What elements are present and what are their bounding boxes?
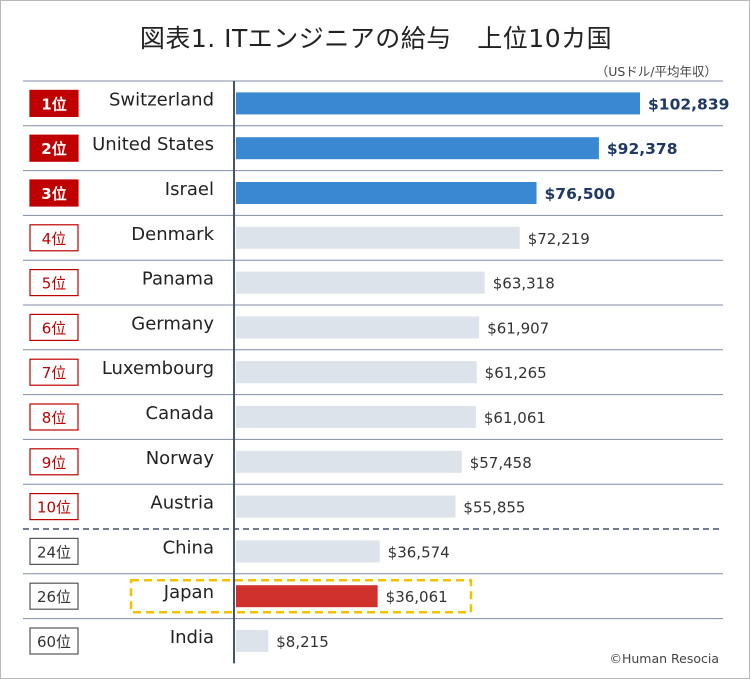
rank-badge — [29, 448, 79, 476]
bar — [236, 450, 462, 473]
rank-badge — [29, 269, 79, 297]
rank-label: 9位 — [42, 454, 67, 472]
rank-badge — [29, 313, 79, 341]
rank-badge — [29, 493, 79, 521]
highlight-box — [129, 578, 473, 614]
rank-label: 4位 — [42, 230, 67, 248]
rank-label: 1位 — [41, 95, 66, 113]
country-label: Canada — [146, 403, 215, 424]
country-label: Israel — [165, 179, 214, 200]
bar — [236, 137, 599, 160]
value-label: $102,839 — [648, 95, 729, 113]
rank-badge — [29, 89, 79, 118]
bar — [236, 585, 378, 608]
rank-label: 2位 — [41, 140, 66, 158]
rank-label: 60位 — [37, 633, 71, 651]
value-label: $57,458 — [470, 454, 532, 472]
rank-badge — [29, 179, 79, 207]
value-label: $55,855 — [463, 499, 525, 517]
rank-badge — [29, 403, 79, 431]
rank-label: 24位 — [37, 543, 71, 561]
value-label: $63,318 — [493, 275, 555, 293]
country-label: Panama — [142, 269, 214, 290]
bar — [236, 406, 476, 428]
rank-label: 7位 — [42, 364, 67, 382]
value-label: $76,500 — [545, 185, 616, 203]
country-label: Germany — [131, 313, 214, 334]
bar — [236, 361, 477, 384]
rank-badge — [29, 358, 79, 386]
country-label: Switzerland — [109, 89, 214, 110]
bar — [236, 630, 269, 652]
copyright-note: ©Human Resocia — [609, 651, 719, 666]
rank-badge — [29, 134, 79, 162]
value-label: $36,574 — [388, 543, 450, 561]
bar — [236, 271, 485, 294]
rank-label: 6位 — [42, 319, 67, 337]
country-label: Japan — [163, 582, 214, 603]
country-label: Denmark — [131, 224, 214, 245]
value-label: $92,378 — [607, 140, 678, 158]
rank-label: 3位 — [41, 185, 66, 203]
rank-badge — [29, 537, 79, 566]
value-label: $36,061 — [386, 588, 448, 606]
value-label: $72,219 — [528, 230, 590, 248]
bar — [236, 316, 480, 339]
bar — [236, 92, 640, 115]
country-label: United States — [92, 134, 214, 155]
rank-badge — [29, 627, 79, 655]
country-label: India — [170, 627, 214, 648]
unit-note: （USドル/平均年収） — [595, 64, 717, 79]
bar — [236, 182, 537, 204]
bar — [236, 495, 456, 518]
country-label: Norway — [146, 448, 215, 469]
country-label: China — [163, 537, 214, 558]
rank-label: 10位 — [37, 499, 71, 517]
rank-label: 5位 — [42, 275, 67, 293]
bar — [236, 226, 520, 249]
country-label: Austria — [150, 493, 214, 514]
chart-title: 図表1. ITエンジニアの給与 上位10カ国 — [139, 24, 613, 53]
value-label: $8,215 — [276, 633, 329, 651]
rank-label: 26位 — [37, 588, 71, 606]
country-label: Luxembourg — [102, 358, 214, 379]
bar — [236, 540, 380, 563]
rank-badge — [29, 224, 79, 252]
value-label: $61,265 — [485, 364, 547, 382]
rank-badge — [29, 582, 79, 610]
rank-label: 8位 — [42, 409, 67, 427]
value-label: $61,061 — [484, 409, 546, 427]
value-label: $61,907 — [487, 319, 549, 337]
